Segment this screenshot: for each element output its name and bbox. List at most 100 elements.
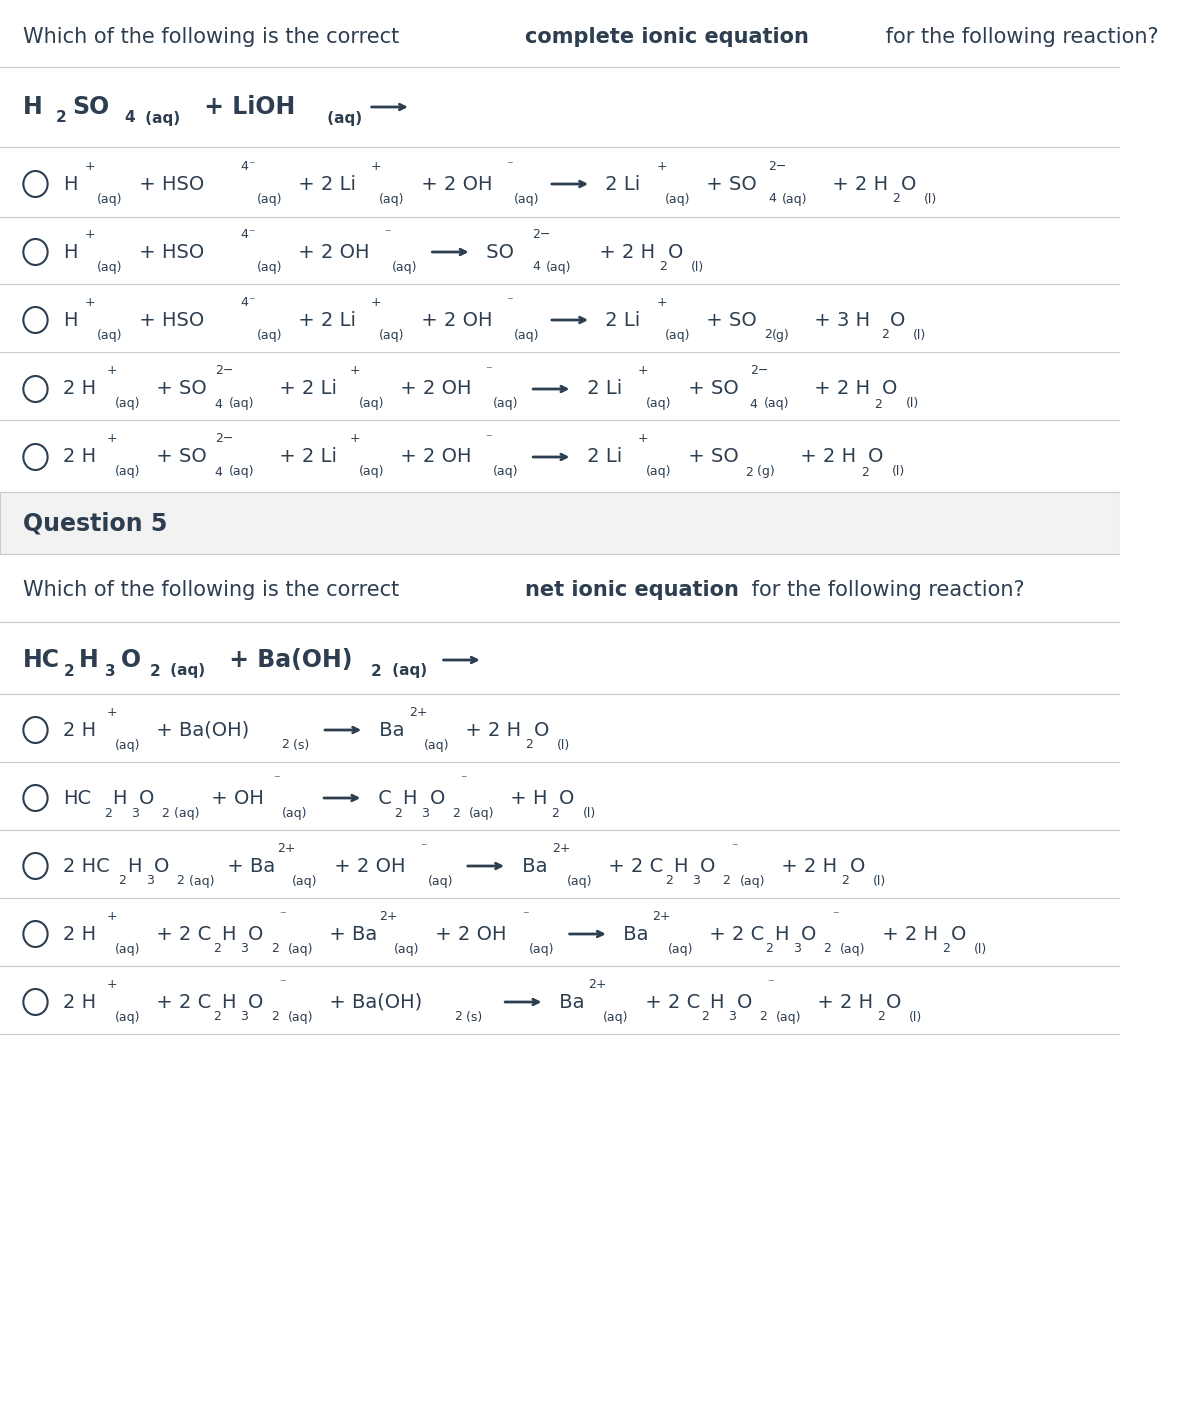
Text: 2: 2 xyxy=(877,1011,886,1024)
Text: H: H xyxy=(112,788,126,808)
Text: +: + xyxy=(107,706,118,719)
Text: ⁻: ⁻ xyxy=(832,909,839,922)
Text: (aq): (aq) xyxy=(97,192,122,206)
Text: + Ba(OH): + Ba(OH) xyxy=(323,993,422,1011)
Text: 2−: 2− xyxy=(532,227,551,240)
Text: (aq): (aq) xyxy=(493,398,518,411)
Text: (l): (l) xyxy=(910,1011,923,1024)
Text: (aq): (aq) xyxy=(776,1011,802,1024)
Text: + 2 H: + 2 H xyxy=(593,243,655,261)
Text: +: + xyxy=(656,160,667,172)
Text: 2: 2 xyxy=(371,664,382,679)
Text: (aq): (aq) xyxy=(359,398,384,411)
Text: H: H xyxy=(221,925,235,943)
Text: (l): (l) xyxy=(924,192,937,206)
Text: + 2 Li: + 2 Li xyxy=(293,311,356,329)
Text: (aq): (aq) xyxy=(514,329,539,342)
Text: 4: 4 xyxy=(240,160,248,172)
Text: O: O xyxy=(850,857,865,875)
Text: 2: 2 xyxy=(162,806,169,819)
Text: + HSO: + HSO xyxy=(132,243,204,261)
Text: (aq): (aq) xyxy=(115,1011,140,1024)
Text: (aq): (aq) xyxy=(379,329,404,342)
Text: 2: 2 xyxy=(841,874,850,888)
Text: (aq): (aq) xyxy=(282,806,307,819)
Text: (l): (l) xyxy=(872,874,886,888)
Text: ⁻: ⁻ xyxy=(461,774,467,786)
Text: + 2 C: + 2 C xyxy=(150,925,211,943)
Text: (aq): (aq) xyxy=(386,664,427,679)
Text: +: + xyxy=(85,295,96,308)
Text: 4: 4 xyxy=(124,110,134,126)
Text: ⁻: ⁻ xyxy=(274,774,280,786)
Text: O: O xyxy=(154,857,169,875)
Text: + 2 OH: + 2 OH xyxy=(293,243,370,261)
Text: complete ionic equation: complete ionic equation xyxy=(524,27,809,47)
Text: 2−: 2− xyxy=(750,364,768,377)
Text: (aq): (aq) xyxy=(392,260,418,274)
Text: (aq): (aq) xyxy=(546,260,571,274)
Text: (aq): (aq) xyxy=(469,806,494,819)
Text: (aq): (aq) xyxy=(840,942,865,956)
Text: 3: 3 xyxy=(421,806,428,819)
Text: + 2 Li: + 2 Li xyxy=(293,175,356,193)
Text: 4: 4 xyxy=(750,398,757,411)
Text: for the following reaction?: for the following reaction? xyxy=(880,27,1159,47)
Text: O: O xyxy=(882,380,898,398)
Text: 3: 3 xyxy=(240,1011,248,1024)
Text: (l): (l) xyxy=(973,942,986,956)
Text: 2 Li: 2 Li xyxy=(599,175,641,193)
Text: 2: 2 xyxy=(722,874,731,888)
Text: ⁻: ⁻ xyxy=(420,842,427,854)
Text: 2: 2 xyxy=(271,942,278,956)
Text: + 2 C: + 2 C xyxy=(638,993,700,1011)
Text: 2: 2 xyxy=(149,664,160,679)
Text: 2: 2 xyxy=(701,1011,709,1024)
Text: SO: SO xyxy=(72,95,109,119)
Text: O: O xyxy=(886,993,901,1011)
Text: 2 Li: 2 Li xyxy=(599,311,641,329)
Text: 2 HC: 2 HC xyxy=(64,857,110,875)
Text: O: O xyxy=(901,175,917,193)
Text: ⁻: ⁻ xyxy=(506,160,512,172)
Text: 2: 2 xyxy=(281,738,289,751)
Text: O: O xyxy=(248,925,264,943)
Text: O: O xyxy=(869,448,883,466)
Text: 2: 2 xyxy=(823,942,832,956)
Text: O: O xyxy=(889,311,905,329)
Text: (aq): (aq) xyxy=(667,942,694,956)
Text: (l): (l) xyxy=(892,466,905,479)
Text: 2: 2 xyxy=(942,942,950,956)
Text: +: + xyxy=(107,977,118,990)
Text: (aq): (aq) xyxy=(394,942,420,956)
Text: net ionic equation: net ionic equation xyxy=(524,580,738,600)
Text: (aq): (aq) xyxy=(288,1011,313,1024)
Text: ⁻: ⁻ xyxy=(280,977,286,990)
Text: (aq): (aq) xyxy=(97,260,122,274)
Text: 2: 2 xyxy=(56,110,67,126)
Text: 2: 2 xyxy=(881,329,889,342)
Text: +: + xyxy=(350,432,361,446)
Text: ⁻: ⁻ xyxy=(486,432,492,446)
Text: + 2 H: + 2 H xyxy=(876,925,938,943)
Text: 2: 2 xyxy=(893,192,900,206)
Text: 2: 2 xyxy=(454,1011,462,1024)
Text: 2: 2 xyxy=(551,806,559,819)
Text: 2: 2 xyxy=(526,738,534,751)
Text: +: + xyxy=(107,909,118,922)
Text: ⁻: ⁻ xyxy=(248,295,254,308)
Text: + SO: + SO xyxy=(701,311,757,329)
Text: 2 H: 2 H xyxy=(64,925,97,943)
Text: 4: 4 xyxy=(215,466,223,479)
Text: (aq): (aq) xyxy=(739,874,764,888)
Text: 2+: 2+ xyxy=(379,909,397,922)
Text: 2+: 2+ xyxy=(552,842,570,854)
Text: (aq): (aq) xyxy=(322,110,362,126)
Text: (aq): (aq) xyxy=(359,466,384,479)
Text: + 2 OH: + 2 OH xyxy=(394,380,472,398)
Text: O: O xyxy=(667,243,683,261)
Text: 2+: 2+ xyxy=(277,842,295,854)
Text: (aq): (aq) xyxy=(646,398,672,411)
Text: 2 Li: 2 Li xyxy=(581,448,622,466)
Text: + 2 OH: + 2 OH xyxy=(328,857,406,875)
